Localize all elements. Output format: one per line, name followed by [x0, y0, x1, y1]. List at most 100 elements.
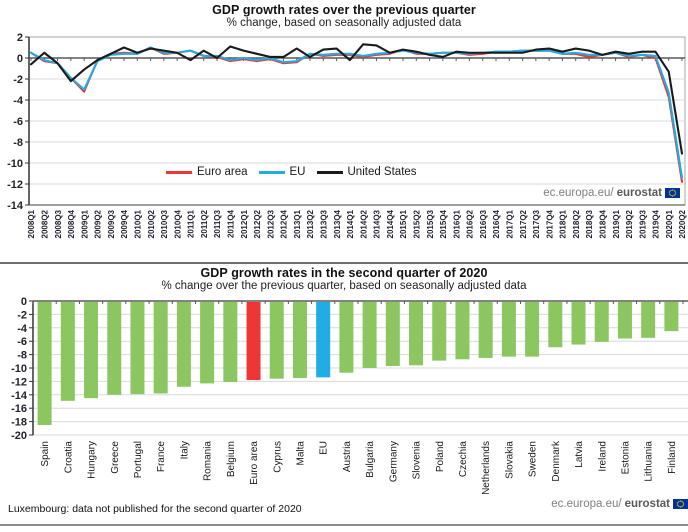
- watermark-text: ec.europa.eu/: [551, 498, 622, 510]
- svg-text:Netherlands: Netherlands: [481, 441, 492, 495]
- svg-text:Estonia: Estonia: [620, 441, 631, 475]
- svg-text:2019Q4: 2019Q4: [652, 209, 661, 238]
- svg-text:2017Q3: 2017Q3: [532, 209, 541, 238]
- svg-text:2011Q4: 2011Q4: [226, 209, 235, 238]
- svg-text:2012Q4: 2012Q4: [280, 209, 289, 238]
- svg-text:-14: -14: [7, 200, 24, 212]
- svg-text:Poland: Poland: [435, 441, 446, 472]
- svg-text:-10: -10: [7, 158, 23, 170]
- svg-text:Slovakia: Slovakia: [504, 441, 515, 479]
- watermark-bold: eurostat: [624, 498, 670, 510]
- watermark-bold: eurostat: [616, 187, 662, 199]
- svg-text:2016Q1: 2016Q1: [452, 209, 461, 238]
- svg-text:-2: -2: [13, 74, 23, 86]
- svg-text:2018Q2: 2018Q2: [572, 209, 581, 238]
- top-chart-title: GDP growth rates over the previous quart…: [212, 3, 476, 17]
- svg-text:Bulgaria: Bulgaria: [365, 441, 376, 478]
- line-chart-panel: GDP growth rates over the previous quart…: [0, 0, 688, 262]
- svg-text:2014Q4: 2014Q4: [386, 209, 395, 238]
- svg-text:Latvia: Latvia: [574, 441, 585, 468]
- svg-text:2020Q1: 2020Q1: [665, 209, 674, 238]
- panel-separator: [0, 262, 688, 264]
- svg-text:2: 2: [17, 32, 23, 44]
- svg-text:2019Q2: 2019Q2: [625, 209, 634, 238]
- top-chart-subtitle: % change, based on seasonally adjusted d…: [226, 17, 462, 29]
- svg-text:0: 0: [17, 53, 23, 65]
- svg-text:2011Q3: 2011Q3: [213, 209, 222, 238]
- svg-text:Denmark: Denmark: [551, 440, 562, 482]
- legend-label: United States: [347, 166, 417, 178]
- svg-text:2015Q4: 2015Q4: [439, 209, 448, 238]
- svg-text:2013Q1: 2013Q1: [293, 209, 302, 238]
- svg-text:2008Q2: 2008Q2: [40, 209, 49, 238]
- svg-text:-2: -2: [17, 309, 27, 321]
- svg-text:-4: -4: [13, 95, 24, 107]
- svg-text:2010Q4: 2010Q4: [173, 209, 182, 238]
- svg-text:Hungary: Hungary: [87, 441, 98, 479]
- watermark-text: ec.europa.eu/: [543, 187, 614, 199]
- legend-item-euro-area: Euro area: [166, 166, 248, 178]
- bar-chart-svg: 0-2 -4-6 -8-10-12 -14-16 -18-20 Spain Croatia H…: [11, 296, 688, 495]
- svg-text:2009Q4: 2009Q4: [120, 209, 129, 238]
- svg-text:-4: -4: [17, 323, 28, 335]
- svg-text:Malta: Malta: [295, 441, 306, 466]
- svg-text:2020Q2: 2020Q2: [678, 209, 687, 238]
- svg-text:2008Q3: 2008Q3: [54, 209, 63, 238]
- svg-text:2016Q3: 2016Q3: [479, 209, 488, 238]
- svg-text:2017Q4: 2017Q4: [545, 209, 554, 238]
- svg-text:-6: -6: [17, 336, 27, 348]
- svg-text:2018Q3: 2018Q3: [585, 209, 594, 238]
- legend-item-united-states: United States: [316, 166, 417, 178]
- svg-text:Belgium: Belgium: [226, 441, 237, 477]
- svg-text:2009Q3: 2009Q3: [107, 209, 116, 238]
- eu-flag-icon: [673, 499, 688, 509]
- svg-text:2012Q3: 2012Q3: [266, 209, 275, 238]
- bottom-chart-title: GDP growth rates in the second quarter o…: [200, 266, 488, 280]
- eurostat-watermark-bottom: ec.europa.eu/eurostat: [548, 497, 688, 511]
- svg-text:-16: -16: [11, 403, 27, 415]
- svg-text:2010Q1: 2010Q1: [133, 209, 142, 238]
- svg-text:Cyprus: Cyprus: [272, 441, 283, 473]
- legend-item-eu: EU: [258, 166, 306, 178]
- svg-text:2009Q1: 2009Q1: [80, 209, 89, 238]
- svg-text:2013Q4: 2013Q4: [333, 209, 342, 238]
- svg-text:Croatia: Croatia: [63, 441, 74, 474]
- svg-text:2010Q3: 2010Q3: [160, 209, 169, 238]
- svg-text:-10: -10: [11, 363, 27, 375]
- svg-text:2014Q3: 2014Q3: [373, 209, 382, 238]
- svg-text:2008Q1: 2008Q1: [27, 209, 36, 238]
- svg-text:2018Q1: 2018Q1: [559, 209, 568, 238]
- svg-text:-8: -8: [17, 350, 27, 362]
- svg-text:0: 0: [21, 296, 27, 308]
- legend-swatch: [316, 170, 343, 174]
- svg-text:2017Q2: 2017Q2: [519, 209, 528, 238]
- svg-text:2015Q3: 2015Q3: [426, 209, 435, 238]
- bottom-chart-subtitle: % change over the previous quarter, base…: [161, 280, 527, 292]
- svg-text:-8: -8: [13, 137, 23, 149]
- svg-text:2013Q2: 2013Q2: [306, 209, 315, 238]
- svg-text:Ireland: Ireland: [597, 441, 608, 472]
- eurostat-watermark-top: ec.europa.eu/eurostat: [540, 186, 683, 200]
- svg-text:2016Q4: 2016Q4: [492, 209, 501, 238]
- bottom-border: [0, 524, 688, 526]
- svg-text:-12: -12: [11, 376, 27, 388]
- svg-text:Portugal: Portugal: [133, 441, 144, 478]
- bar-chart-panel: GDP growth rates in the second quarter o…: [0, 264, 688, 532]
- svg-text:Finland: Finland: [667, 441, 678, 474]
- svg-text:Sweden: Sweden: [528, 441, 539, 477]
- svg-text:Austria: Austria: [342, 441, 353, 473]
- svg-text:2013Q3: 2013Q3: [319, 209, 328, 238]
- svg-text:2015Q1: 2015Q1: [399, 209, 408, 238]
- svg-text:2014Q2: 2014Q2: [359, 209, 368, 238]
- svg-text:-14: -14: [11, 390, 28, 402]
- legend-swatch: [166, 170, 192, 174]
- svg-text:2012Q1: 2012Q1: [240, 209, 249, 238]
- svg-text:2016Q2: 2016Q2: [466, 209, 475, 238]
- svg-text:Greece: Greece: [110, 441, 121, 474]
- eu-flag-icon: [665, 188, 680, 198]
- svg-text:Spain: Spain: [40, 441, 51, 467]
- legend-swatch: [258, 170, 285, 174]
- svg-text:2018Q4: 2018Q4: [598, 209, 607, 238]
- svg-text:2015Q2: 2015Q2: [412, 209, 421, 238]
- svg-text:2011Q1: 2011Q1: [187, 209, 196, 238]
